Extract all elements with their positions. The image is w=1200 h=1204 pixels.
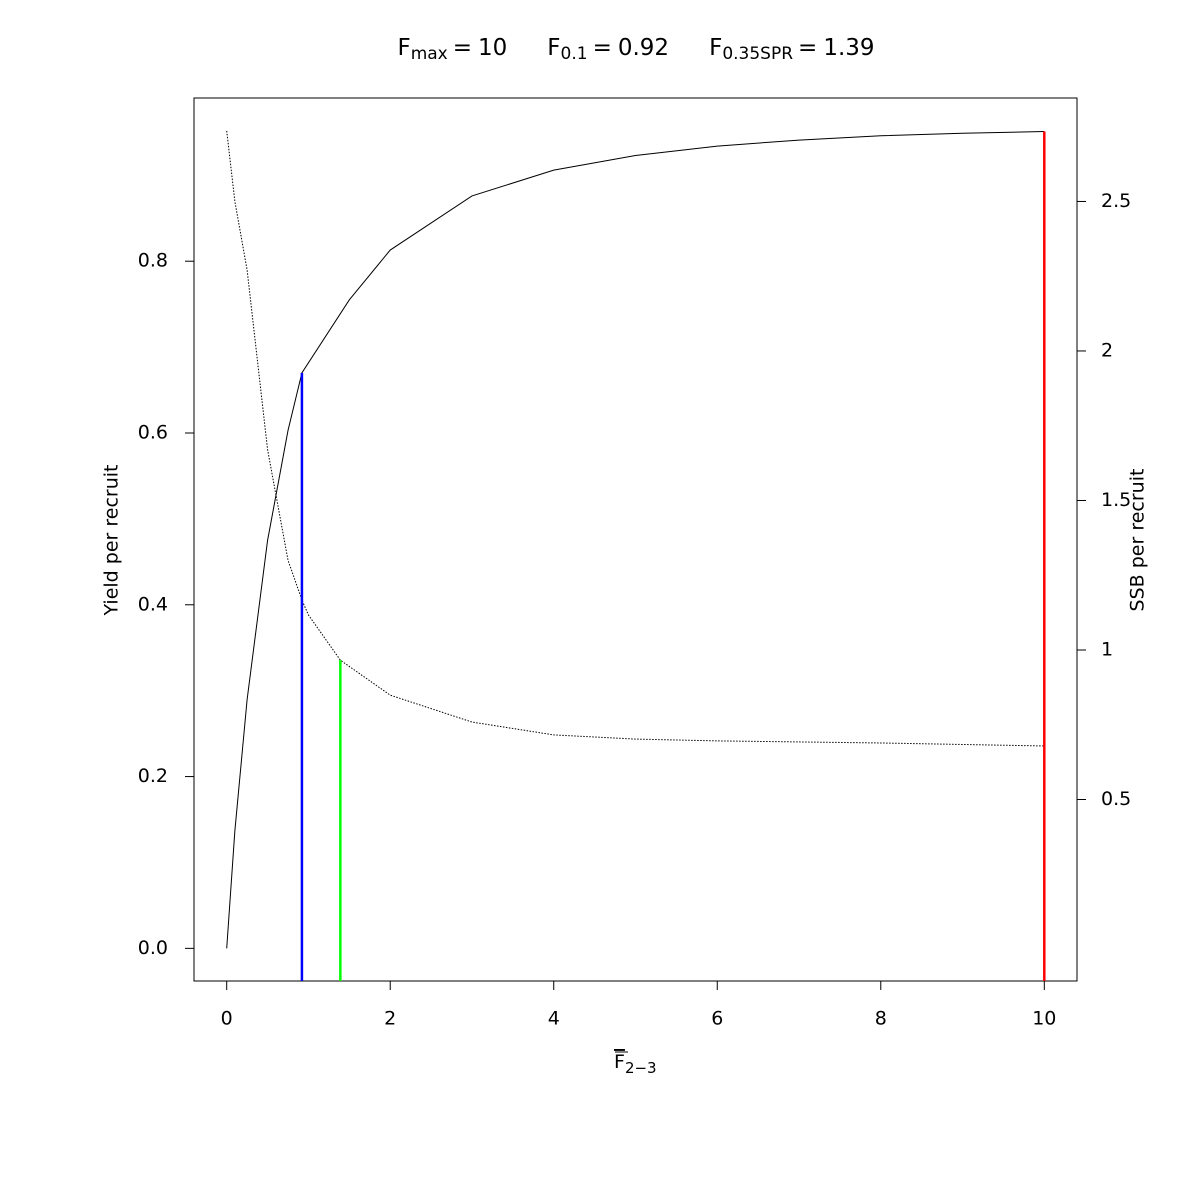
x-tick-label: 10 bbox=[1032, 1008, 1056, 1030]
y-tick-label: 0.8 bbox=[138, 250, 168, 272]
y2-axis-label: SSB per recruit bbox=[1127, 469, 1149, 612]
y2-tick-label: 2 bbox=[1101, 339, 1113, 361]
x-axis-label-sub: 2−3 bbox=[625, 1059, 657, 1077]
title-symbol: F bbox=[397, 35, 410, 61]
title-symbol: F bbox=[547, 35, 560, 61]
chart-title: Fmax = 10 F0.1 = 0.92 F0.35SPR = 1.39 bbox=[397, 35, 874, 65]
y-tick-label: 0.0 bbox=[138, 937, 168, 959]
x-tick-label: 4 bbox=[548, 1008, 560, 1030]
y-axis-label: Yield per recruit bbox=[101, 465, 123, 617]
curve bbox=[226, 130, 1045, 747]
y2-tick-label: 1 bbox=[1101, 638, 1113, 660]
title-subscript: max bbox=[411, 44, 448, 64]
title-subscript: 0.1 bbox=[561, 44, 588, 64]
title-operator: = bbox=[593, 35, 612, 61]
title-operator: = bbox=[453, 35, 472, 61]
y-tick-label: 0.2 bbox=[138, 765, 168, 787]
plot-frame bbox=[193, 97, 1078, 982]
title-operator: = bbox=[798, 35, 817, 61]
x-tick-label: 6 bbox=[711, 1008, 723, 1030]
y-tick-label: 0.4 bbox=[138, 593, 168, 615]
y2-tick-label: 0.5 bbox=[1101, 788, 1131, 810]
x-tick-label: 2 bbox=[384, 1008, 396, 1030]
y2-tick-label: 1.5 bbox=[1101, 489, 1131, 511]
title-value: 1.39 bbox=[823, 35, 874, 61]
title-symbol: F bbox=[709, 35, 722, 61]
x-tick-label: 0 bbox=[221, 1008, 233, 1030]
x-axis-label: F2−3 bbox=[614, 1051, 657, 1077]
y2-tick-label: 2.5 bbox=[1101, 190, 1131, 212]
y-tick-label: 0.6 bbox=[138, 421, 168, 443]
title-value: 0.92 bbox=[618, 35, 669, 61]
x-axis-label-main: F bbox=[614, 1051, 625, 1073]
x-tick-label: 8 bbox=[875, 1008, 887, 1030]
title-subscript: 0.35SPR bbox=[722, 44, 793, 64]
title-value: 10 bbox=[478, 35, 507, 61]
curve bbox=[226, 130, 1045, 949]
